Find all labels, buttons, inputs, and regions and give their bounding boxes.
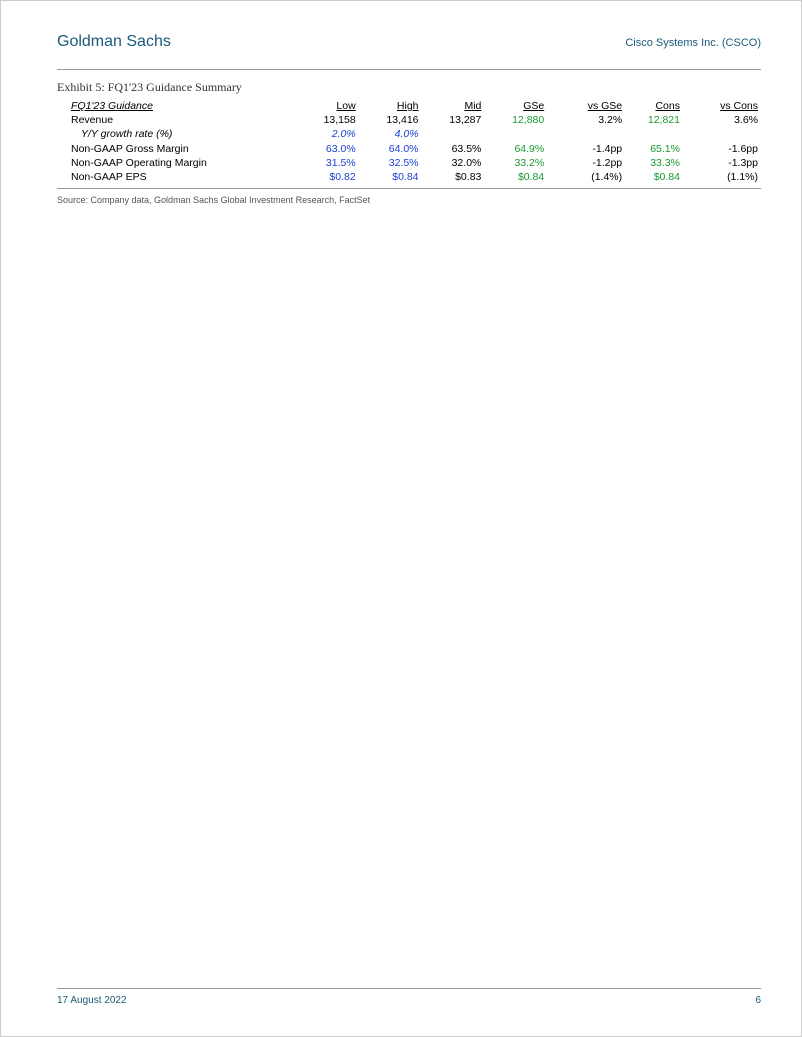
cell-mid: $0.83 [422,170,485,184]
row-label: Y/Y growth rate (%) [57,127,296,141]
col-vscons: vs Cons [683,99,761,113]
cell-high: 13,416 [359,113,422,127]
col-cons: Cons [625,99,683,113]
cell-low: 31.5% [296,156,359,170]
section-label: FQ1'23 Guidance [57,99,296,113]
cell-low: 63.0% [296,142,359,156]
row-label: Non-GAAP Gross Margin [57,142,296,156]
cell-mid [422,127,485,141]
col-high: High [359,99,422,113]
cell-vsgse: 3.2% [547,113,625,127]
col-low: Low [296,99,359,113]
header-brand: Goldman Sachs [57,33,171,51]
cell-low: 2.0% [296,127,359,141]
cell-cons: 12,821 [625,113,683,127]
exhibit-title: Exhibit 5: FQ1'23 Guidance Summary [57,80,761,95]
table-row: Y/Y growth rate (%)2.0%4.0% [57,127,761,141]
cell-cons: 33.3% [625,156,683,170]
col-mid: Mid [422,99,485,113]
cell-cons [625,127,683,141]
cell-vsgse: -1.4pp [547,142,625,156]
guidance-table: FQ1'23 Guidance Low High Mid GSe vs GSe … [57,99,761,184]
cell-cons: 65.1% [625,142,683,156]
footer-page: 6 [755,995,761,1006]
row-label: Revenue [57,113,296,127]
cell-vscons [683,127,761,141]
header-company: Cisco Systems Inc. (CSCO) [625,37,761,49]
page-header: Goldman Sachs Cisco Systems Inc. (CSCO) [57,33,761,59]
cell-vscons: -1.6pp [683,142,761,156]
cell-vscons: -1.3pp [683,156,761,170]
cell-low: $0.82 [296,170,359,184]
cell-gse: 33.2% [484,156,547,170]
footer-date: 17 August 2022 [57,995,127,1006]
table-bottom-rule [57,188,761,189]
cell-mid: 13,287 [422,113,485,127]
cell-vsgse: (1.4%) [547,170,625,184]
row-label: Non-GAAP EPS [57,170,296,184]
table-row: Non-GAAP EPS$0.82$0.84$0.83$0.84(1.4%)$0… [57,170,761,184]
cell-vsgse: -1.2pp [547,156,625,170]
table-row: Non-GAAP Operating Margin31.5%32.5%32.0%… [57,156,761,170]
cell-low: 13,158 [296,113,359,127]
cell-gse [484,127,547,141]
table-body: Revenue13,15813,41613,28712,8803.2%12,82… [57,113,761,184]
cell-vscons: (1.1%) [683,170,761,184]
table-row: Revenue13,15813,41613,28712,8803.2%12,82… [57,113,761,127]
cell-mid: 63.5% [422,142,485,156]
col-gse: GSe [484,99,547,113]
cell-vsgse [547,127,625,141]
table-row: Non-GAAP Gross Margin63.0%64.0%63.5%64.9… [57,142,761,156]
cell-gse: 12,880 [484,113,547,127]
table-section-row: FQ1'23 Guidance Low High Mid GSe vs GSe … [57,99,761,113]
cell-high: 64.0% [359,142,422,156]
cell-high: 4.0% [359,127,422,141]
cell-cons: $0.84 [625,170,683,184]
row-label: Non-GAAP Operating Margin [57,156,296,170]
cell-vscons: 3.6% [683,113,761,127]
source-note: Source: Company data, Goldman Sachs Glob… [57,195,761,205]
cell-gse: $0.84 [484,170,547,184]
cell-mid: 32.0% [422,156,485,170]
page: Goldman Sachs Cisco Systems Inc. (CSCO) … [1,1,801,1036]
col-vsgse: vs GSe [547,99,625,113]
cell-high: $0.84 [359,170,422,184]
cell-high: 32.5% [359,156,422,170]
header-rule [57,69,761,70]
page-footer: 17 August 2022 6 [57,988,761,1006]
cell-gse: 64.9% [484,142,547,156]
